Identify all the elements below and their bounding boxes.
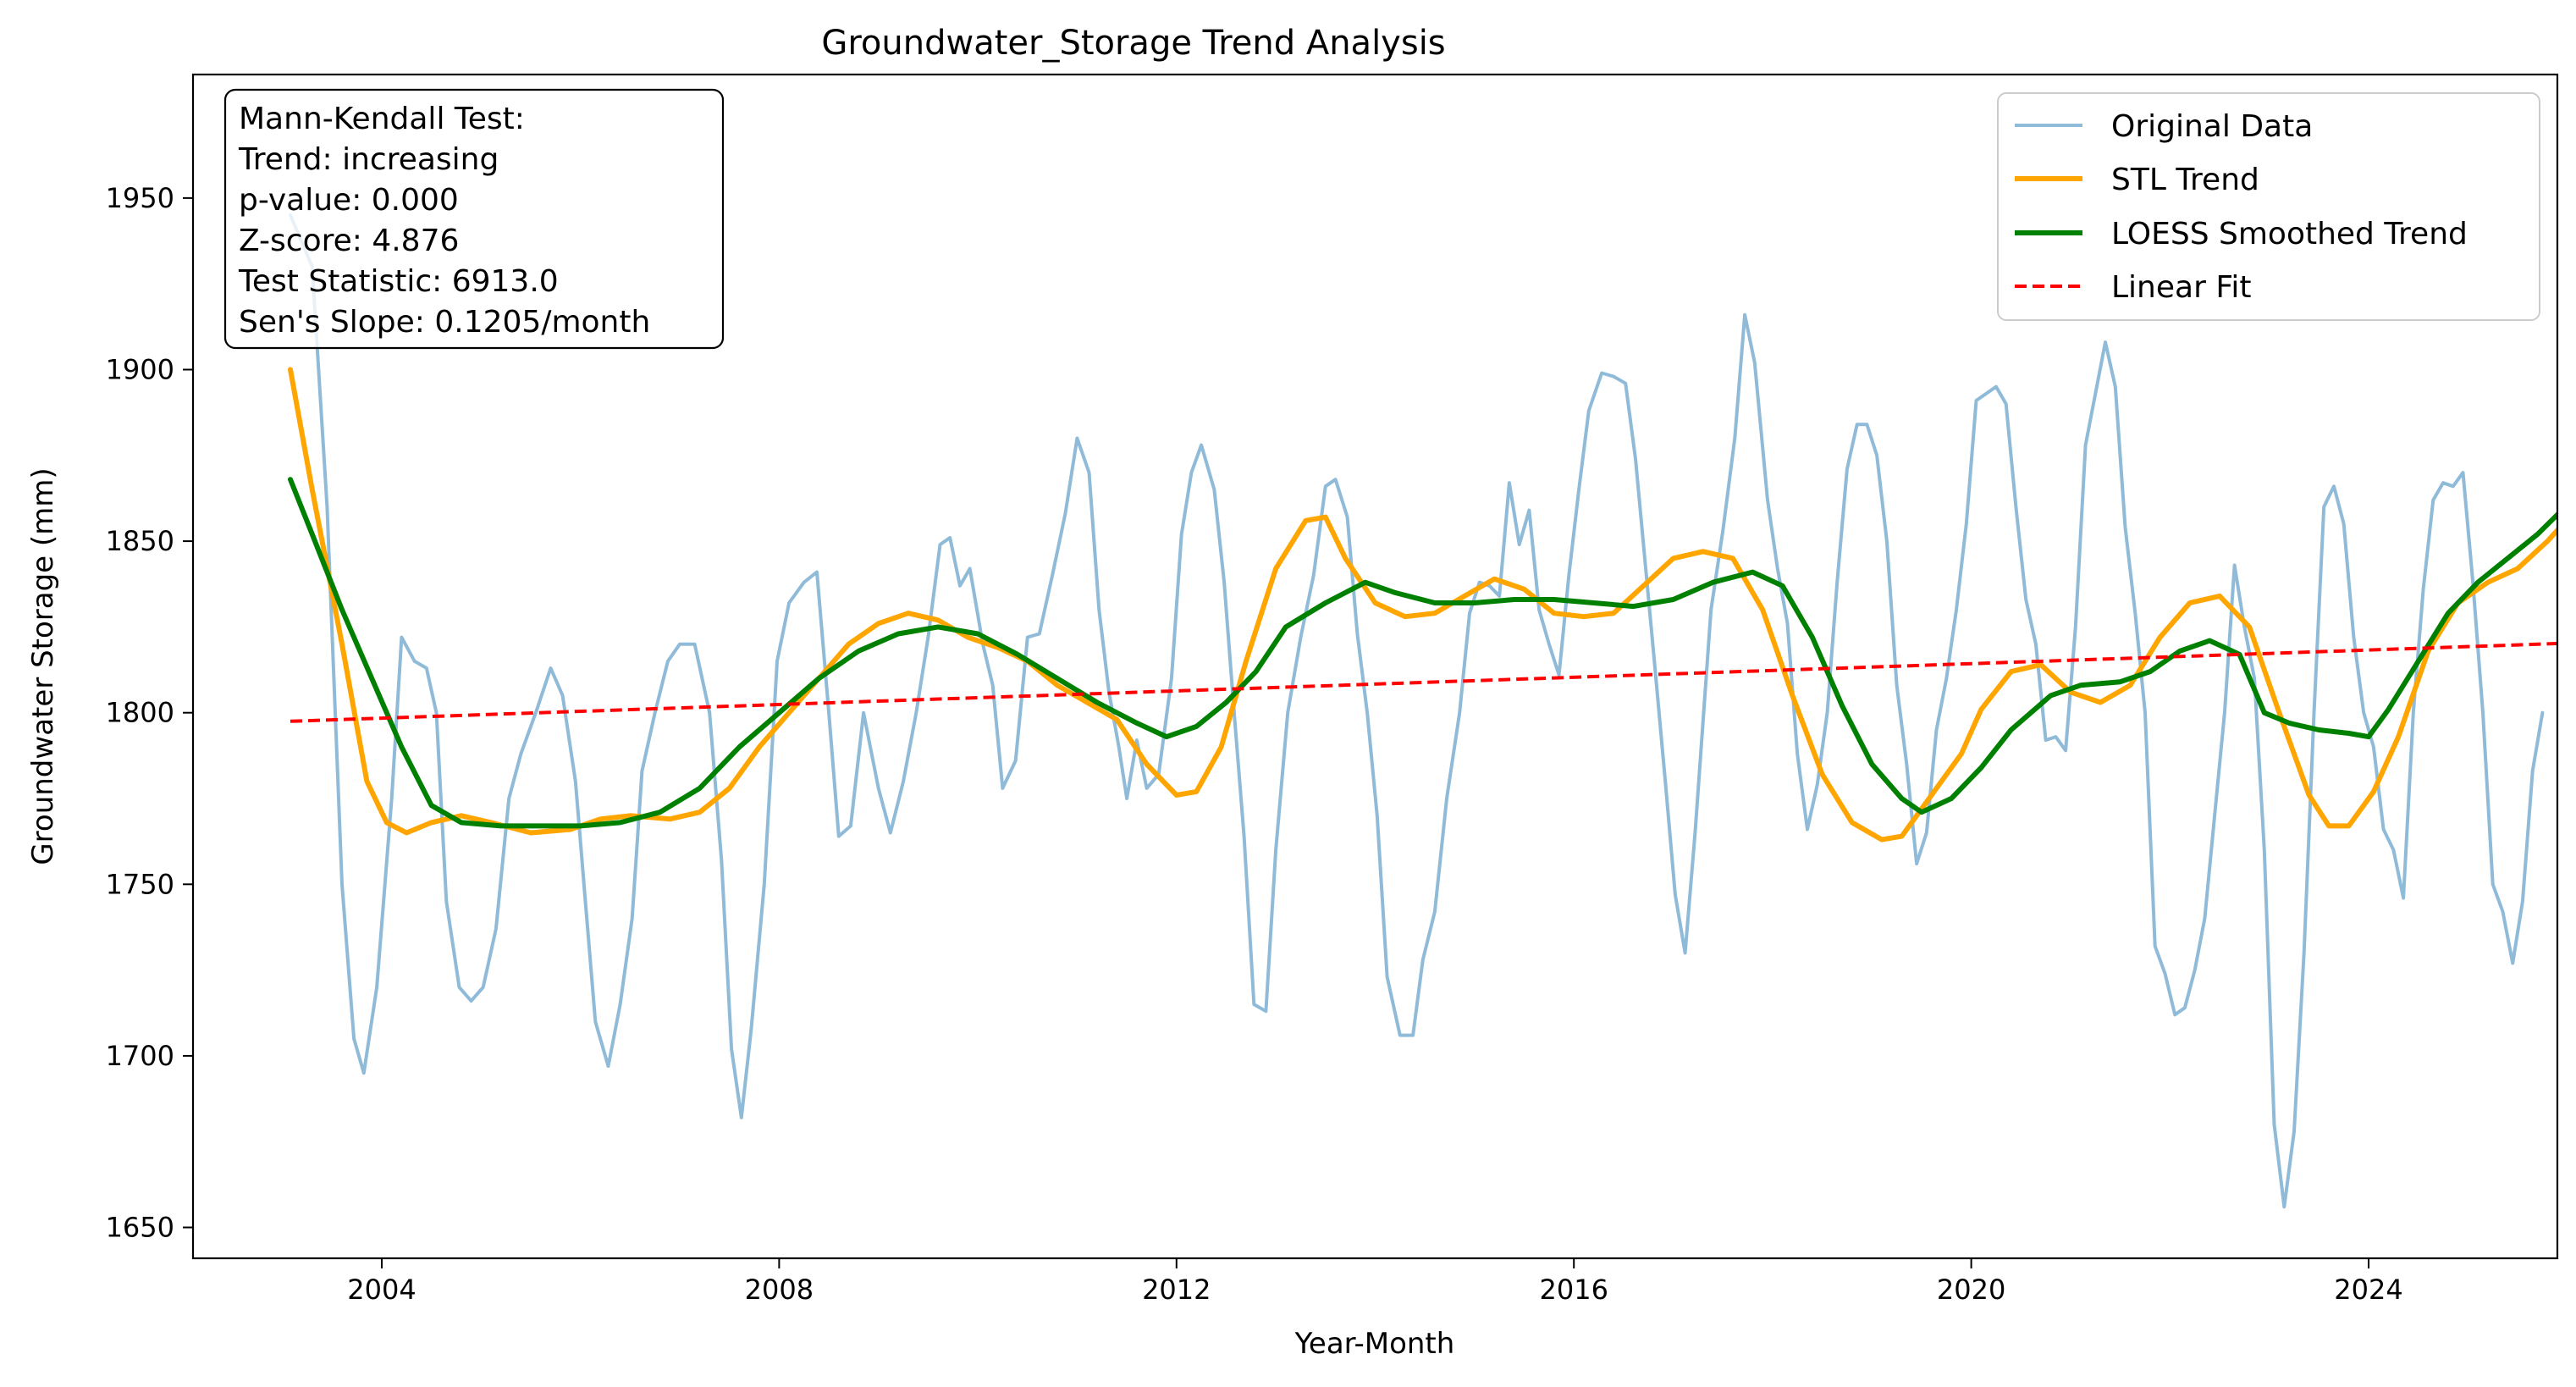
x-tick-label: 2016 xyxy=(1539,1274,1608,1306)
x-tick-label: 2008 xyxy=(745,1274,814,1306)
series-line-linear-fit xyxy=(290,642,2557,723)
x-axis: 2004 2008 2012 2016 2020 2024 xyxy=(347,1258,2403,1306)
chart-title: Groundwater_Storage Trend Analysis xyxy=(821,24,1445,63)
stats-line: p-value: 0.000 xyxy=(239,183,459,218)
x-tick-label: 2020 xyxy=(1937,1274,2005,1306)
y-tick-label: 1800 xyxy=(106,697,174,729)
x-tick-label: 2024 xyxy=(2334,1274,2402,1306)
legend-label-linear-fit: Linear Fit xyxy=(2111,270,2252,305)
y-axis: 1650 1700 1750 1800 1850 1900 1950 xyxy=(106,182,193,1244)
legend-label-loess-trend: LOESS Smoothed Trend xyxy=(2111,217,2468,251)
stats-box: Mann-Kendall Test: Trend: increasing p-v… xyxy=(223,88,725,350)
y-tick-label: 1950 xyxy=(106,182,174,214)
legend-label-stl-trend: STL Trend xyxy=(2111,163,2259,197)
x-tick-label: 2004 xyxy=(347,1274,416,1306)
y-tick-label: 1900 xyxy=(106,353,174,385)
series-line-stl-trend xyxy=(288,367,2557,843)
series-line-original-data xyxy=(289,213,2545,1209)
plot-lines xyxy=(288,213,2557,1209)
stats-box-frame xyxy=(223,88,725,350)
legend-frame xyxy=(1997,92,2540,321)
y-axis-title: Groundwater Storage (mm) xyxy=(26,467,60,865)
stats-line: Trend: increasing xyxy=(238,142,499,177)
y-tick-label: 1650 xyxy=(106,1212,174,1244)
y-tick-label: 1850 xyxy=(106,525,174,557)
legend-label-original-data: Original Data xyxy=(2111,109,2313,144)
x-axis-title: Year-Month xyxy=(1294,1327,1455,1361)
stats-line: Test Statistic: 6913.0 xyxy=(238,264,559,299)
legend: Original Data STL Trend LOESS Smoothed T… xyxy=(1997,92,2540,321)
stats-line: Mann-Kendall Test: xyxy=(239,102,525,136)
x-tick-label: 2012 xyxy=(1142,1274,1211,1306)
series-line-loess-smoothed-trend xyxy=(288,477,2557,829)
y-tick-label: 1750 xyxy=(106,868,174,900)
stats-line: Z-score: 4.876 xyxy=(239,224,459,258)
plot-frame xyxy=(191,73,2559,1260)
stats-line: Sen's Slope: 0.1205/month xyxy=(239,305,650,340)
y-tick-label: 1700 xyxy=(106,1040,174,1072)
